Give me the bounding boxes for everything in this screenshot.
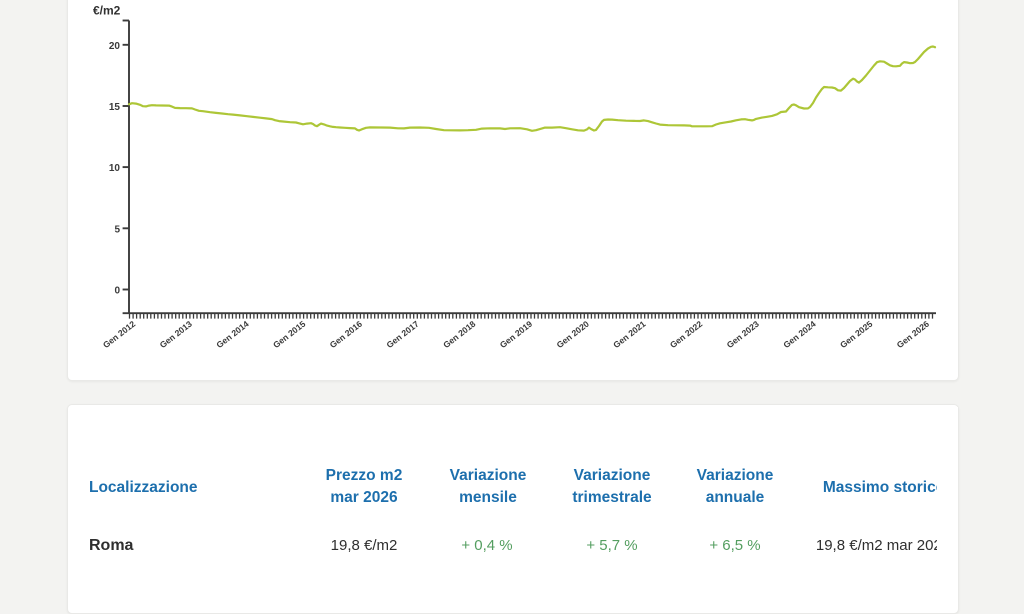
svg-text:Gen 2023: Gen 2023 bbox=[725, 319, 761, 351]
svg-text:Gen 2020: Gen 2020 bbox=[555, 319, 591, 351]
svg-text:Gen 2022: Gen 2022 bbox=[668, 319, 704, 351]
svg-text:Gen 2012: Gen 2012 bbox=[101, 319, 137, 351]
svg-text:Gen 2015: Gen 2015 bbox=[271, 319, 307, 351]
svg-text:20: 20 bbox=[109, 41, 121, 52]
svg-text:5: 5 bbox=[114, 224, 120, 235]
svg-text:Gen 2025: Gen 2025 bbox=[838, 319, 874, 351]
svg-text:Gen 2013: Gen 2013 bbox=[158, 319, 194, 351]
svg-text:Gen 2026: Gen 2026 bbox=[895, 319, 931, 351]
svg-text:15: 15 bbox=[109, 102, 121, 113]
svg-text:Gen 2018: Gen 2018 bbox=[441, 319, 477, 351]
svg-text:€/m2: €/m2 bbox=[93, 4, 121, 18]
svg-text:Gen 2024: Gen 2024 bbox=[781, 319, 817, 351]
svg-text:Gen 2016: Gen 2016 bbox=[328, 319, 364, 351]
svg-text:Gen 2014: Gen 2014 bbox=[214, 319, 250, 351]
svg-text:10: 10 bbox=[109, 163, 121, 174]
svg-text:Gen 2019: Gen 2019 bbox=[498, 319, 534, 351]
svg-text:Gen 2021: Gen 2021 bbox=[611, 319, 647, 351]
svg-text:0: 0 bbox=[114, 286, 120, 297]
svg-text:Gen 2017: Gen 2017 bbox=[384, 319, 420, 351]
